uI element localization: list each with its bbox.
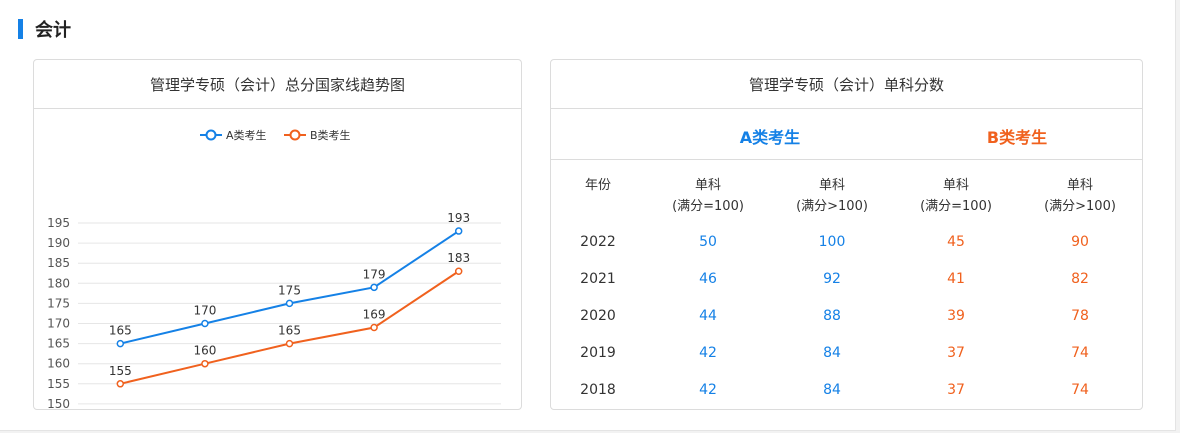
data-label: 165 [109,324,132,338]
data-label: 183 [447,251,470,265]
data-label: 170 [193,304,216,318]
header-a-single-gt100: 单科 (满分>100) [796,178,868,214]
legend-marker [289,129,301,141]
header-b-single-100: 单科 (满分=100) [920,178,992,214]
data-point [201,319,209,328]
header-b-single-gt100: 单科 (满分>100) [1044,178,1116,214]
table-cell-b100: 39 [947,308,965,324]
table-cell-b-gt100: 74 [1071,382,1089,398]
table-cell-year: 2020 [580,308,616,324]
table-cell-a100: 44 [699,308,717,324]
y-tick-label: 175 [47,296,70,310]
table-cell-b-gt100: 74 [1071,345,1089,361]
table-cell-a100: 50 [699,234,717,250]
trend-line-chart: 1451501551601651701751801851901952018201… [47,128,501,410]
trend-chart-card: 管理学专硕（会计）总分国家线趋势图 1451501551601651701751… [33,59,522,410]
group-header-row: A类考生 B类考生 [551,110,1142,160]
table-cell-b100: 37 [947,345,965,361]
table-cell-a-gt100: 100 [818,234,846,250]
trend-chart-title: 管理学专硕（会计）总分国家线趋势图 [34,60,521,109]
table-cell-b-gt100: 82 [1071,271,1089,287]
table-cell-year: 2022 [580,234,616,250]
table-cell-a100: 42 [699,382,717,398]
data-label: 175 [278,283,301,297]
y-tick-label: 160 [47,357,70,371]
data-point [285,339,294,348]
data-point [201,359,209,368]
table-cell-b100: 45 [947,234,965,250]
y-tick-label: 185 [47,256,70,270]
section-title: 会计 [35,20,71,41]
y-tick-label: 155 [47,377,70,391]
table-cell-b100: 41 [947,271,965,287]
table-cell-b100: 37 [947,382,965,398]
data-point [285,299,294,308]
y-tick-label: 150 [47,397,70,410]
table-cell-a-gt100: 92 [823,271,841,287]
data-point [116,339,125,348]
single-subject-card: 管理学专硕（会计）单科分数 A类考生 B类考生 年份 单科 (满分=100) 单… [550,59,1143,410]
table-cell-a100: 42 [699,345,717,361]
y-tick-label: 180 [47,276,70,290]
data-point [454,267,463,275]
data-label: 169 [363,308,386,322]
single-subject-title: 管理学专硕（会计）单科分数 [551,60,1142,109]
table-cell-a-gt100: 84 [823,382,841,398]
data-label: 155 [109,364,132,378]
legend-label: B类考生 [310,128,351,142]
table-cell-a100: 46 [699,271,717,287]
data-label: 179 [363,267,386,281]
header-year: 年份 [584,178,611,193]
data-label: 193 [447,211,470,225]
data-label: 160 [193,344,216,358]
table-cell-b-gt100: 78 [1071,308,1089,324]
data-point [454,227,463,235]
legend-label: A类考生 [226,128,267,142]
header-a-single-100: 单科 (满分=100) [672,178,744,214]
data-point [370,283,378,292]
y-tick-label: 165 [47,337,70,351]
data-point [116,380,125,388]
legend-marker [205,129,217,141]
y-tick-label: 195 [47,216,70,230]
table-cell-year: 2019 [580,345,616,361]
group-b-label: B类考生 [986,128,1048,147]
data-point [370,323,378,332]
table-cell-b-gt100: 90 [1071,234,1089,250]
table-cell-a-gt100: 88 [823,308,841,324]
table-cell-year: 2018 [580,382,616,398]
section-accent-bar [18,19,23,39]
y-tick-label: 170 [47,317,70,331]
group-a-label: A类考生 [739,128,801,147]
data-label: 165 [278,324,301,338]
y-tick-label: 190 [47,236,70,250]
table-cell-year: 2021 [580,271,616,287]
section-header: 会计 [18,17,71,41]
table-cell-a-gt100: 84 [823,345,841,361]
